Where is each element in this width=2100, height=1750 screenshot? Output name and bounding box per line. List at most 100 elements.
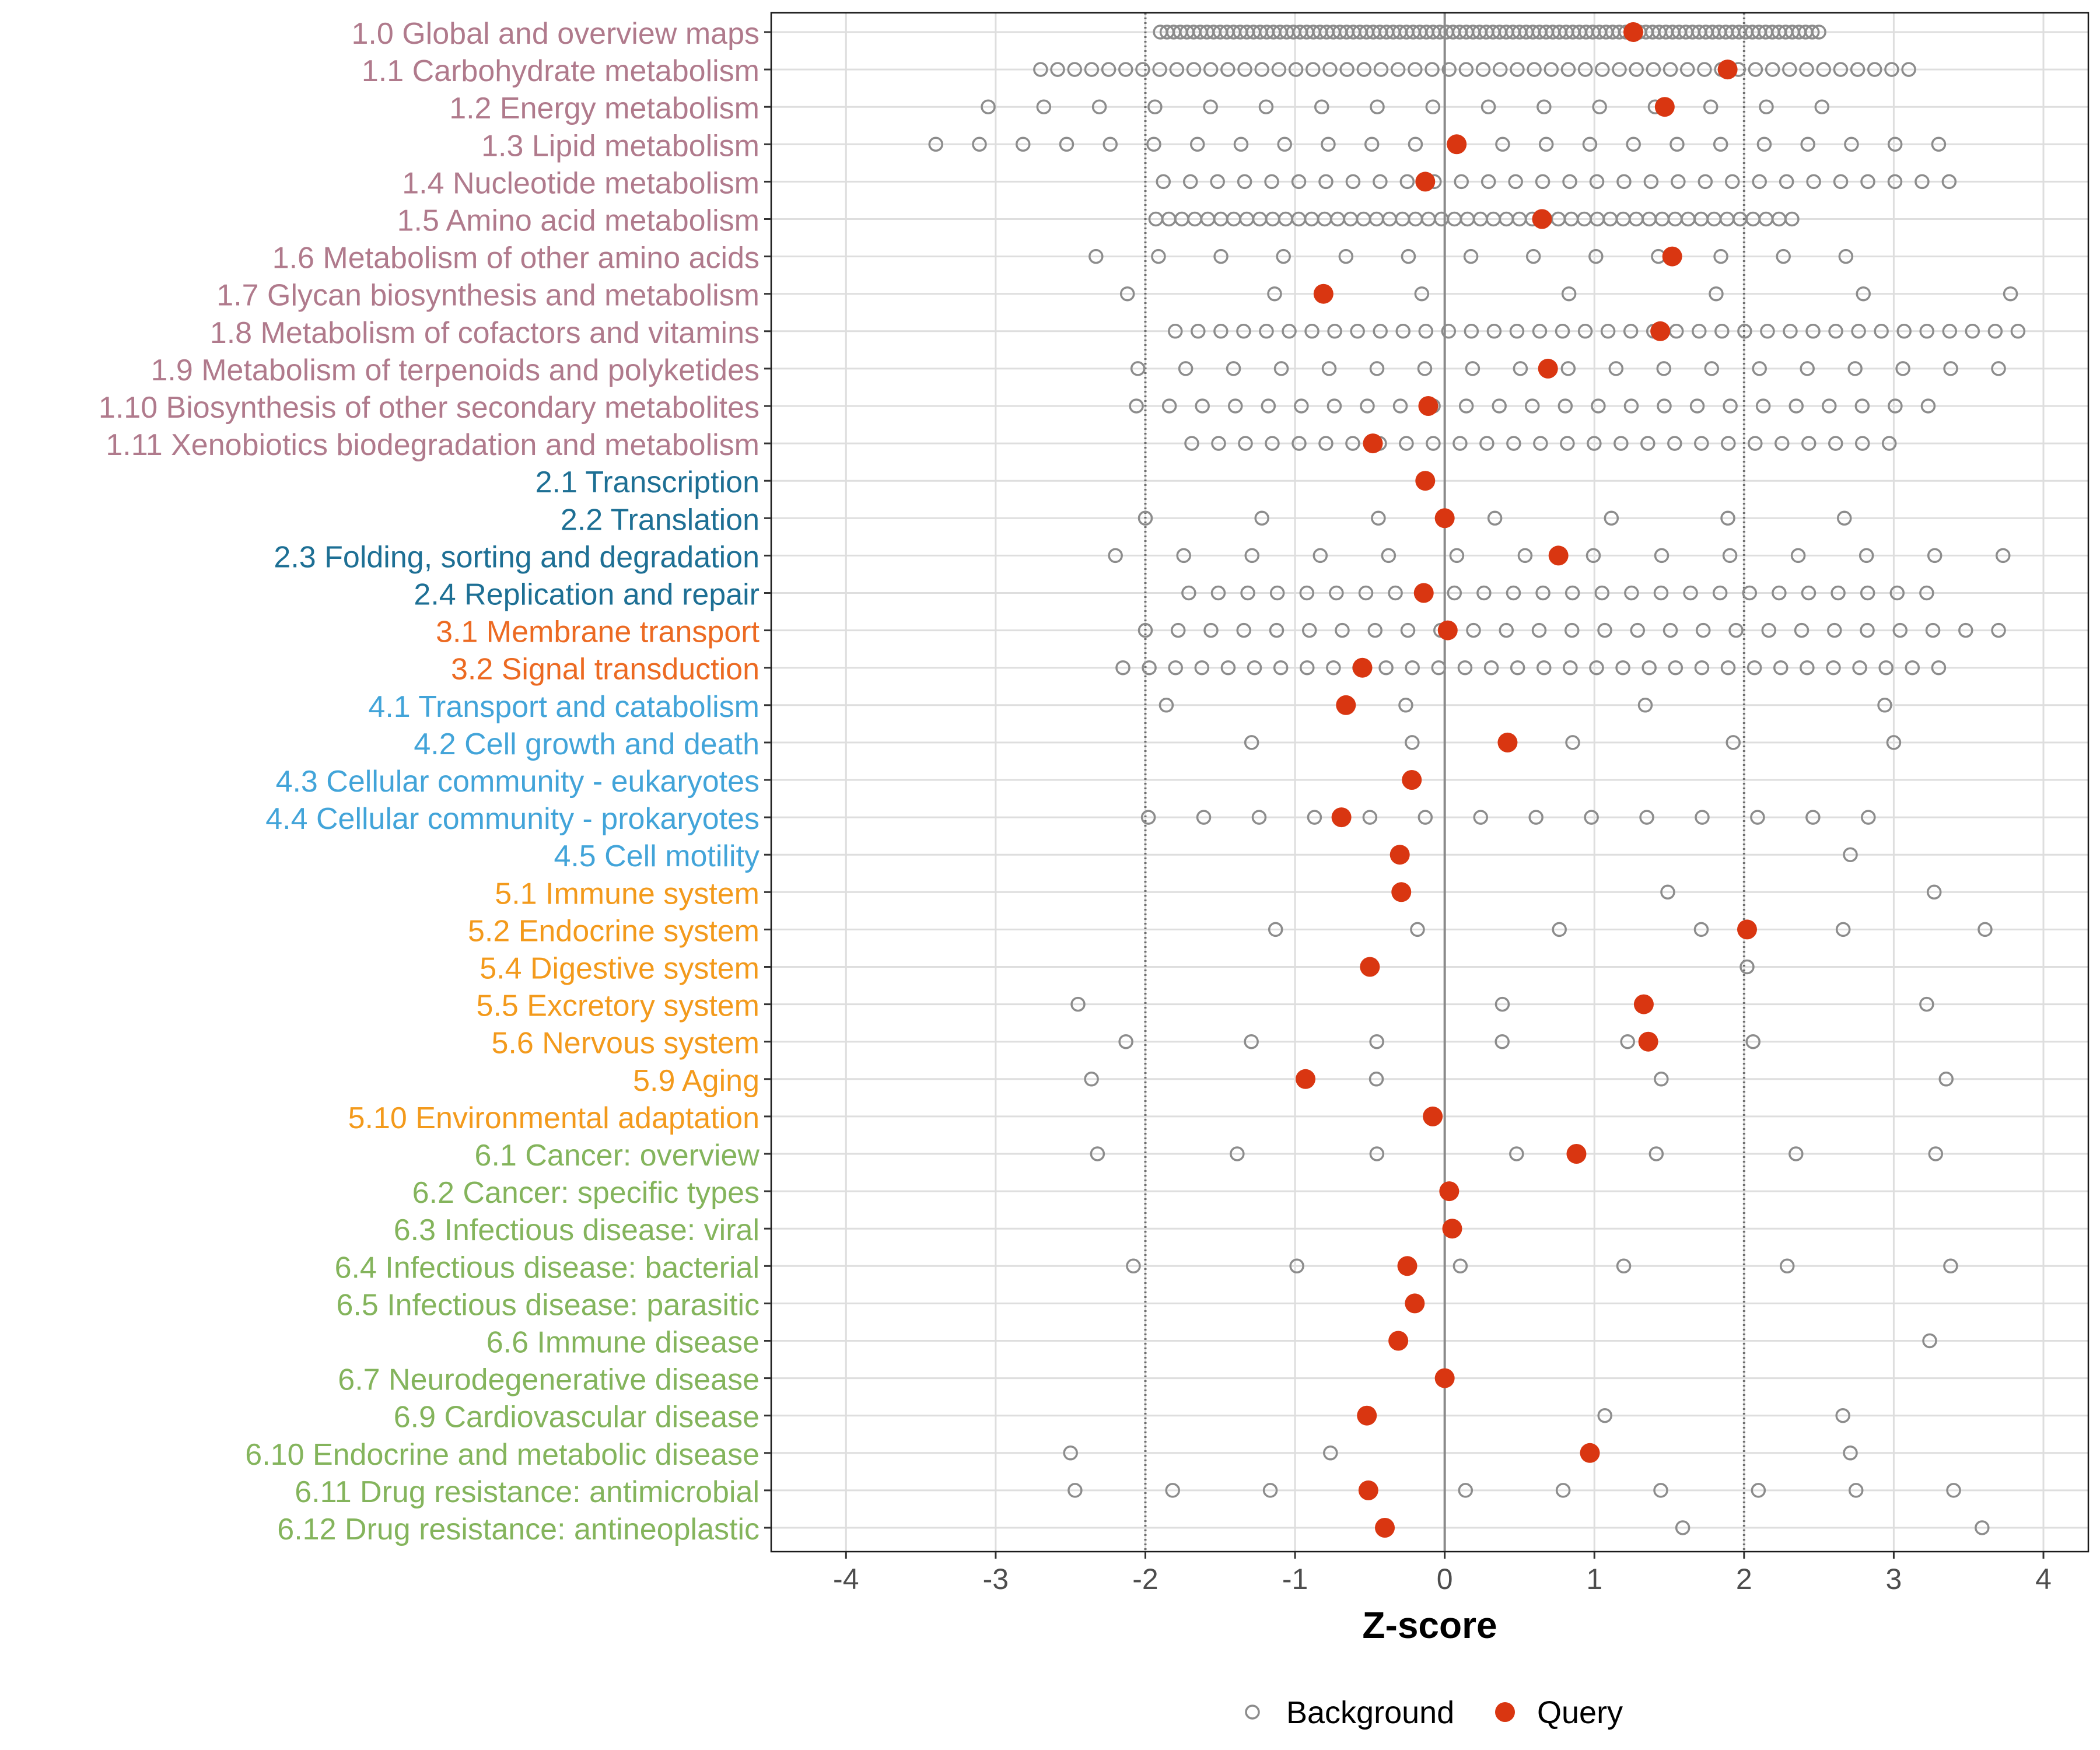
background-point (1867, 62, 1882, 77)
background-point (1147, 99, 1163, 114)
query-point (1423, 1106, 1443, 1126)
background-point (1494, 996, 1510, 1012)
background-point (1931, 136, 1947, 152)
background-point (1395, 324, 1410, 339)
background-point (1108, 548, 1123, 564)
background-point (1373, 324, 1388, 339)
background-point (1773, 660, 1788, 676)
background-point (1671, 174, 1686, 190)
background-point (1399, 174, 1415, 190)
background-point (1473, 810, 1488, 825)
x-axis-ticks: -4 -3 -2 -1 0 1 2 3 4 (833, 1552, 2052, 1595)
background-point (1670, 136, 1685, 152)
background-point (1877, 698, 1892, 713)
background-point (1587, 436, 1602, 451)
background-point (1588, 249, 1604, 264)
background-point (1654, 548, 1670, 564)
background-point (1161, 398, 1177, 414)
background-point (1258, 99, 1274, 114)
query-points (1296, 22, 1757, 1538)
background-point (1720, 510, 1735, 526)
background-point (1698, 174, 1713, 190)
background-point (1244, 548, 1259, 564)
background-point (1238, 436, 1253, 451)
y-axis-label: 5.10 Environmental adaptation (348, 1101, 760, 1135)
background-point (1356, 62, 1372, 77)
background-point (1922, 1333, 1937, 1349)
background-point (1679, 62, 1695, 77)
background-point (1059, 136, 1074, 152)
background-point (1938, 1072, 1954, 1087)
background-point (1178, 361, 1194, 376)
background-point (1689, 398, 1705, 414)
background-point (1755, 398, 1771, 414)
background-point (1614, 436, 1629, 451)
background-point (1725, 174, 1740, 190)
background-point (1345, 436, 1360, 451)
background-point (1800, 361, 1815, 376)
background-point (1259, 324, 1274, 339)
background-point (1169, 62, 1185, 77)
background-point (1203, 62, 1219, 77)
background-point (1244, 1034, 1259, 1049)
background-point (1339, 62, 1354, 77)
background-point (1510, 62, 1525, 77)
background-point (1091, 99, 1107, 114)
background-point (1860, 585, 1875, 601)
background-point (1828, 324, 1843, 339)
background-point (1447, 585, 1462, 601)
background-point (1592, 99, 1607, 114)
background-point (1486, 324, 1502, 339)
background-point (1168, 660, 1183, 676)
background-point (1292, 436, 1307, 451)
background-point (1118, 62, 1133, 77)
background-point (1822, 398, 1837, 414)
x-axis-tick-label: -1 (1282, 1563, 1308, 1595)
background-point (1329, 585, 1344, 601)
query-point (1352, 657, 1373, 678)
background-point (1843, 1446, 1858, 1461)
background-point (1487, 510, 1503, 526)
background-point (1398, 698, 1413, 713)
plot-panel-border (770, 12, 2090, 1553)
background-point (1726, 735, 1741, 750)
background-point (1695, 810, 1710, 825)
background-point (1261, 398, 1276, 414)
background-point (1563, 660, 1578, 676)
background-point (1466, 622, 1481, 638)
y-axis-label: 5.6 Nervous system (492, 1027, 760, 1060)
y-axis-label: 6.1 Cancer: overview (475, 1139, 760, 1172)
background-point (1884, 62, 1899, 77)
background-point (1236, 622, 1251, 638)
background-point (1886, 735, 1902, 750)
background-point (1475, 62, 1491, 77)
background-point (1784, 211, 1800, 227)
query-point (1434, 1368, 1455, 1388)
background-point (1895, 361, 1910, 376)
background-point (1288, 62, 1304, 77)
background-point (1226, 361, 1241, 376)
background-point (1102, 136, 1118, 152)
background-point (1360, 398, 1375, 414)
background-point (1740, 959, 1755, 975)
background-point (1759, 99, 1774, 114)
background-point (1560, 436, 1575, 451)
query-point (1388, 1331, 1409, 1351)
background-point (1594, 585, 1610, 601)
query-point (1415, 172, 1436, 192)
background-point (1874, 324, 1889, 339)
background-point (1506, 585, 1521, 601)
background-point (1850, 62, 1866, 77)
background-point (1088, 249, 1104, 264)
query-point (1650, 321, 1671, 341)
background-point (1657, 398, 1672, 414)
background-point (1335, 622, 1350, 638)
y-axis-label: 6.6 Immune disease (487, 1326, 760, 1360)
background-point (1378, 660, 1394, 676)
background-point (1801, 436, 1817, 451)
background-point (1833, 62, 1849, 77)
background-point (1170, 622, 1186, 638)
y-axis-label: 6.5 Infectious disease: parasitic (336, 1288, 760, 1322)
query-point (1447, 134, 1467, 155)
y-axis-label: 5.2 Endocrine system (468, 914, 760, 948)
